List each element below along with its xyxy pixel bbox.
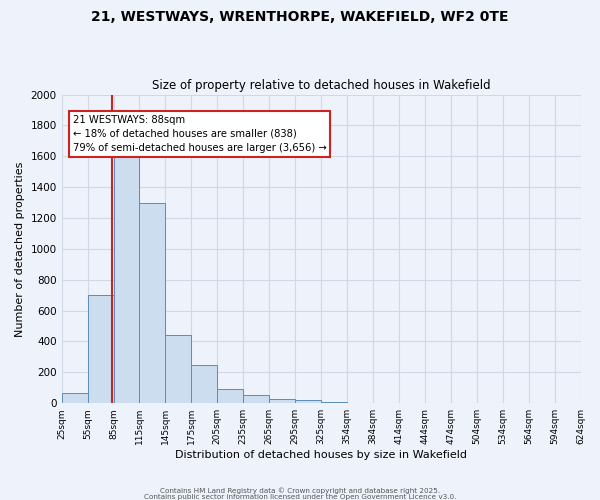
Bar xyxy=(139,202,166,403)
Bar xyxy=(62,393,88,403)
Bar xyxy=(191,364,217,403)
Bar xyxy=(243,396,269,403)
Y-axis label: Number of detached properties: Number of detached properties xyxy=(15,161,25,336)
Bar xyxy=(88,295,113,403)
Bar xyxy=(269,400,295,403)
X-axis label: Distribution of detached houses by size in Wakefield: Distribution of detached houses by size … xyxy=(175,450,467,460)
Text: Contains public sector information licensed under the Open Government Licence v3: Contains public sector information licen… xyxy=(144,494,456,500)
Bar xyxy=(166,336,191,403)
Bar xyxy=(113,148,139,403)
Title: Size of property relative to detached houses in Wakefield: Size of property relative to detached ho… xyxy=(152,79,490,92)
Text: Contains HM Land Registry data © Crown copyright and database right 2025.: Contains HM Land Registry data © Crown c… xyxy=(160,487,440,494)
Text: 21 WESTWAYS: 88sqm
← 18% of detached houses are smaller (838)
79% of semi-detach: 21 WESTWAYS: 88sqm ← 18% of detached hou… xyxy=(73,114,326,152)
Bar xyxy=(295,400,321,403)
Bar xyxy=(217,390,243,403)
Bar xyxy=(321,402,347,403)
Text: 21, WESTWAYS, WRENTHORPE, WAKEFIELD, WF2 0TE: 21, WESTWAYS, WRENTHORPE, WAKEFIELD, WF2… xyxy=(91,10,509,24)
